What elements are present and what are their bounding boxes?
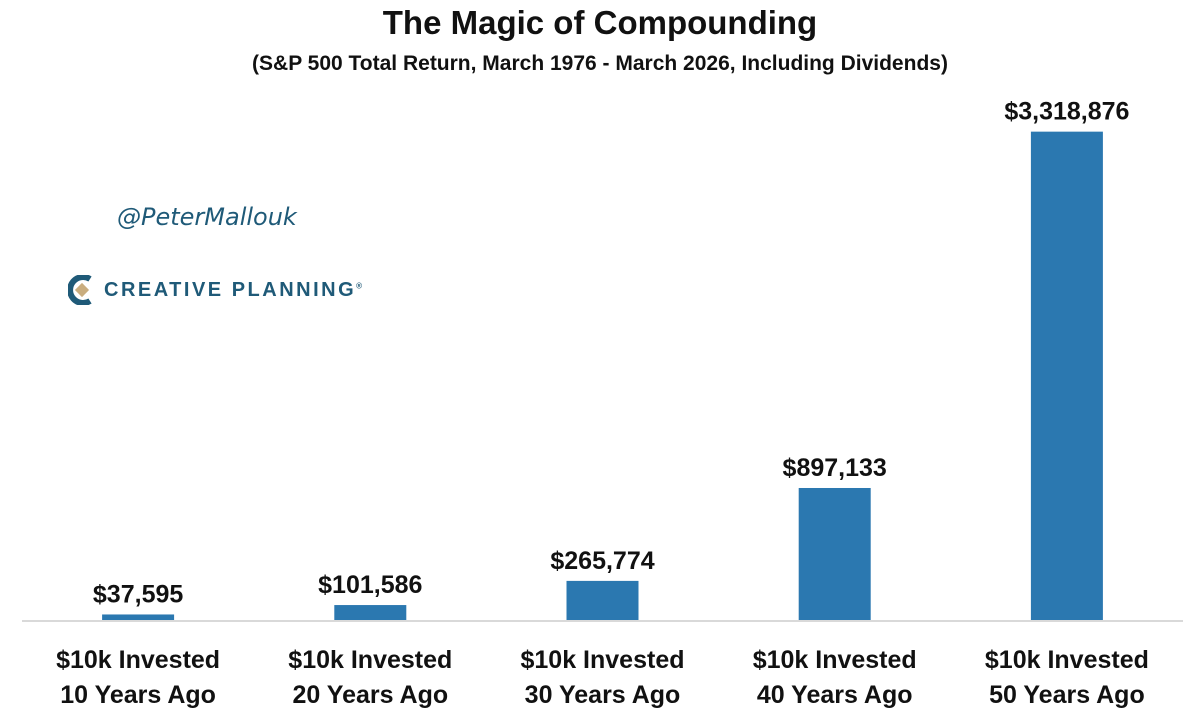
x-tick-label: $10k Invested [753,646,917,674]
data-label: $897,133 [783,454,887,482]
x-tick-label: 40 Years Ago [757,681,913,709]
x-tick-label: $10k Invested [288,646,452,674]
logo-text: CREATIVE PLANNING® [104,278,365,301]
chart-title: The Magic of Compounding [382,4,818,41]
bar [798,487,871,620]
creative-planning-logo: CREATIVE PLANNING® [68,275,365,305]
bar [334,605,407,620]
data-label: $3,318,876 [1004,98,1129,126]
x-tick-label: 30 Years Ago [525,681,681,709]
bar [102,614,175,620]
x-tick-label: $10k Invested [985,646,1149,674]
data-label: $265,774 [550,547,654,575]
chart-subtitle: (S&P 500 Total Return, March 1976 - Marc… [252,52,948,75]
x-tick-label: $10k Invested [56,646,220,674]
x-tick-label: 50 Years Ago [989,681,1145,709]
x-tick-label: $10k Invested [521,646,685,674]
x-tick-label: 20 Years Ago [292,681,448,709]
bar [566,580,639,620]
data-label: $37,595 [93,580,183,608]
logo-c-icon [68,275,92,305]
data-label: $101,586 [318,571,422,599]
x-tick-label: 10 Years Ago [60,681,216,709]
bar [1030,131,1103,620]
twitter-handle: @PeterMallouk [117,203,297,231]
